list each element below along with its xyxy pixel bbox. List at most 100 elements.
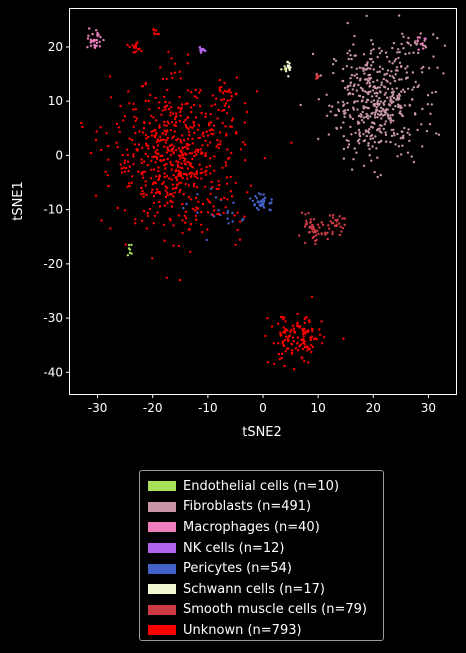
data-point	[377, 127, 380, 131]
data-point	[304, 213, 307, 216]
data-point	[369, 52, 372, 55]
data-point	[150, 134, 153, 137]
data-point	[134, 119, 137, 123]
data-point	[146, 163, 149, 167]
data-point	[350, 133, 353, 136]
legend-swatch	[148, 543, 176, 554]
data-point	[417, 51, 420, 55]
data-point	[353, 101, 356, 104]
data-point	[230, 195, 234, 198]
data-point	[411, 71, 415, 74]
data-point	[391, 113, 394, 117]
data-point	[192, 103, 196, 107]
data-point	[126, 185, 129, 188]
data-point	[391, 100, 394, 103]
data-point	[352, 106, 355, 109]
data-point	[229, 98, 232, 102]
data-point	[303, 340, 306, 343]
data-point	[186, 53, 190, 56]
data-point	[209, 113, 212, 116]
data-point	[326, 231, 329, 235]
data-point	[386, 69, 390, 72]
data-point	[442, 72, 445, 75]
data-point	[168, 144, 172, 147]
data-point	[165, 151, 169, 154]
data-point	[383, 73, 387, 76]
data-point	[99, 35, 102, 39]
data-point	[163, 105, 166, 109]
data-point	[257, 192, 261, 195]
data-point	[286, 337, 289, 340]
data-point	[338, 233, 342, 237]
data-point	[157, 106, 161, 110]
data-point	[283, 339, 287, 342]
data-point	[189, 126, 192, 129]
data-point	[132, 51, 135, 54]
data-point	[391, 75, 394, 78]
data-point	[326, 237, 329, 241]
data-point	[81, 125, 84, 129]
data-point	[154, 191, 158, 195]
data-point	[193, 131, 196, 135]
data-point	[156, 148, 159, 152]
data-point	[158, 200, 161, 204]
data-point	[397, 105, 400, 109]
data-point	[284, 335, 288, 338]
legend-label: Fibroblasts (n=491)	[183, 499, 312, 515]
data-point	[166, 88, 169, 92]
data-point	[177, 169, 180, 173]
data-point	[315, 73, 319, 77]
data-point	[179, 141, 182, 144]
data-point	[204, 49, 207, 53]
data-point	[400, 42, 403, 46]
data-point	[376, 113, 380, 116]
data-point	[219, 90, 222, 93]
scatter-points	[80, 14, 447, 371]
data-point	[346, 85, 349, 89]
data-point	[373, 113, 377, 117]
data-point	[370, 64, 373, 67]
data-point	[158, 126, 161, 129]
data-point	[175, 168, 178, 172]
data-point	[345, 139, 348, 142]
data-point	[226, 99, 229, 102]
data-point	[191, 207, 195, 210]
data-point	[372, 68, 375, 71]
data-point	[208, 164, 212, 168]
data-point	[88, 27, 91, 30]
data-point	[140, 193, 143, 196]
data-point	[201, 230, 204, 234]
data-point	[327, 133, 330, 136]
data-point	[191, 137, 194, 140]
data-point	[177, 172, 180, 175]
data-point	[132, 153, 135, 156]
data-point	[185, 174, 188, 177]
data-point	[225, 182, 229, 185]
data-point	[375, 147, 378, 150]
data-point	[165, 174, 169, 178]
data-point	[186, 62, 189, 65]
data-point	[225, 112, 229, 115]
data-point	[230, 95, 233, 98]
data-point	[396, 51, 399, 54]
data-point	[355, 151, 358, 154]
data-point	[263, 157, 266, 160]
data-point	[363, 90, 367, 93]
data-point	[187, 195, 191, 199]
data-point	[123, 161, 126, 165]
data-point	[384, 133, 388, 137]
data-point	[109, 227, 112, 230]
data-point	[200, 210, 203, 214]
data-point	[407, 36, 410, 40]
data-point	[337, 108, 340, 111]
data-point	[391, 46, 394, 50]
data-point	[189, 198, 193, 201]
data-point	[226, 198, 229, 201]
data-point	[349, 92, 352, 95]
data-point	[277, 352, 281, 356]
data-point	[211, 185, 214, 189]
data-point	[221, 109, 224, 112]
data-point	[164, 189, 167, 192]
x-tick-label: -20	[143, 401, 163, 415]
